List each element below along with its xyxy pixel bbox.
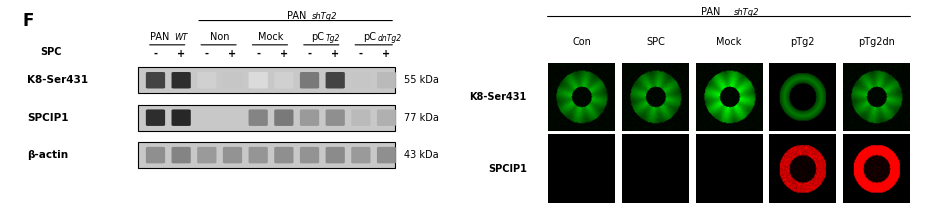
Text: dnTg2: dnTg2 [378,34,402,43]
Text: PAN: PAN [702,7,720,17]
Text: 43 kDa: 43 kDa [403,150,438,160]
FancyBboxPatch shape [274,147,294,163]
Text: Mock: Mock [717,37,742,47]
FancyBboxPatch shape [197,147,217,163]
Text: SPCIP1: SPCIP1 [27,113,69,123]
FancyBboxPatch shape [377,109,396,126]
Text: +: + [280,49,288,59]
FancyBboxPatch shape [197,72,217,88]
FancyBboxPatch shape [138,142,395,168]
Text: 77 kDa: 77 kDa [403,113,438,123]
Text: +: + [331,49,339,59]
Text: pTg2dn: pTg2dn [858,37,895,47]
Text: -: - [256,49,260,59]
Text: +: + [177,49,185,59]
Text: pC: pC [311,32,324,42]
Text: +: + [228,49,236,59]
Text: pC: pC [363,32,376,42]
Text: β-actin: β-actin [27,150,69,160]
Text: K8-Ser431: K8-Ser431 [470,92,527,102]
Text: Mock: Mock [259,32,284,42]
FancyBboxPatch shape [146,72,165,88]
FancyBboxPatch shape [351,147,371,163]
FancyBboxPatch shape [146,109,165,126]
FancyBboxPatch shape [171,72,191,88]
FancyBboxPatch shape [325,109,345,126]
Text: -: - [205,49,209,59]
FancyBboxPatch shape [351,72,371,88]
Text: WT: WT [174,33,188,42]
Text: pTg2: pTg2 [791,37,815,47]
FancyBboxPatch shape [222,147,242,163]
Text: -: - [359,49,362,59]
Text: shTg2: shTg2 [734,7,760,17]
FancyBboxPatch shape [377,72,396,88]
FancyBboxPatch shape [222,72,242,88]
FancyBboxPatch shape [300,72,319,88]
FancyBboxPatch shape [248,147,268,163]
FancyBboxPatch shape [274,109,294,126]
FancyBboxPatch shape [171,147,191,163]
FancyBboxPatch shape [351,109,371,126]
Text: PAN: PAN [150,32,170,42]
Text: SPCIP1: SPCIP1 [488,164,527,174]
Text: SPC: SPC [646,37,665,47]
Text: F: F [23,13,34,30]
FancyBboxPatch shape [300,109,319,126]
FancyBboxPatch shape [377,147,396,163]
FancyBboxPatch shape [300,147,319,163]
Text: SPC: SPC [40,47,61,57]
FancyBboxPatch shape [274,72,294,88]
FancyBboxPatch shape [146,147,165,163]
FancyBboxPatch shape [171,109,191,126]
Text: -: - [308,49,311,59]
FancyBboxPatch shape [138,105,395,131]
FancyBboxPatch shape [138,67,395,93]
Text: Tg2: Tg2 [326,34,340,43]
FancyBboxPatch shape [325,72,345,88]
FancyBboxPatch shape [248,72,268,88]
Text: shTg2: shTg2 [311,12,337,21]
Text: PAN: PAN [287,11,307,21]
Text: Non: Non [210,32,229,42]
Text: +: + [383,49,390,59]
Text: -: - [154,49,158,59]
FancyBboxPatch shape [248,109,268,126]
Text: K8-Ser431: K8-Ser431 [27,75,88,85]
Text: 55 kDa: 55 kDa [403,75,438,85]
Text: Con: Con [572,37,591,47]
FancyBboxPatch shape [325,147,345,163]
